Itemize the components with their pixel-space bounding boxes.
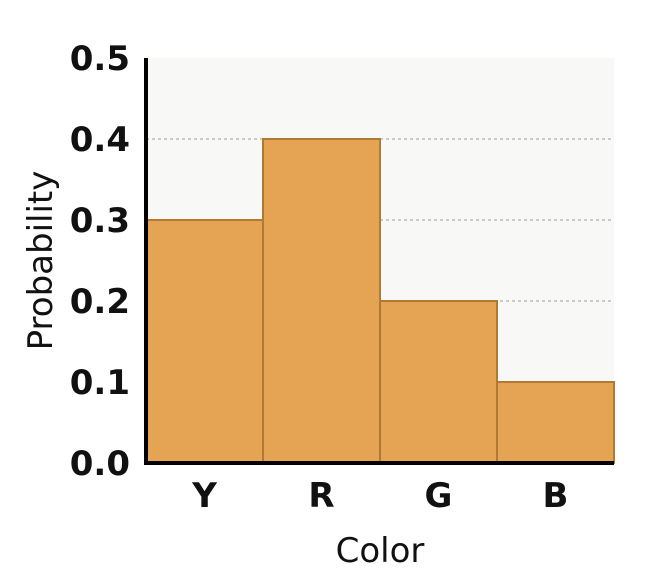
bar-r <box>262 138 381 464</box>
x-tick-label-y: Y <box>191 476 217 516</box>
y-tick-label: 0.2 <box>70 282 130 322</box>
y-tick-label: 0.3 <box>70 201 130 241</box>
y-axis-title: Probability <box>21 171 61 351</box>
y-tick-label: 0.4 <box>70 120 130 160</box>
y-tick-label: 0.5 <box>70 39 130 79</box>
x-tick-label-b: B <box>543 476 569 516</box>
x-tick-label-g: G <box>425 476 453 516</box>
bar-y <box>145 219 264 464</box>
x-axis-title: Color <box>336 531 425 571</box>
y-tick-label: 0.1 <box>70 363 130 403</box>
bar-g <box>379 300 498 464</box>
bars <box>145 138 615 464</box>
x-tick-label-r: R <box>308 476 334 516</box>
bar-b <box>496 381 615 464</box>
y-tick-label: 0.0 <box>70 444 130 484</box>
y-tick-labels: 0.0 0.1 0.2 0.3 0.4 0.5 <box>70 39 130 484</box>
